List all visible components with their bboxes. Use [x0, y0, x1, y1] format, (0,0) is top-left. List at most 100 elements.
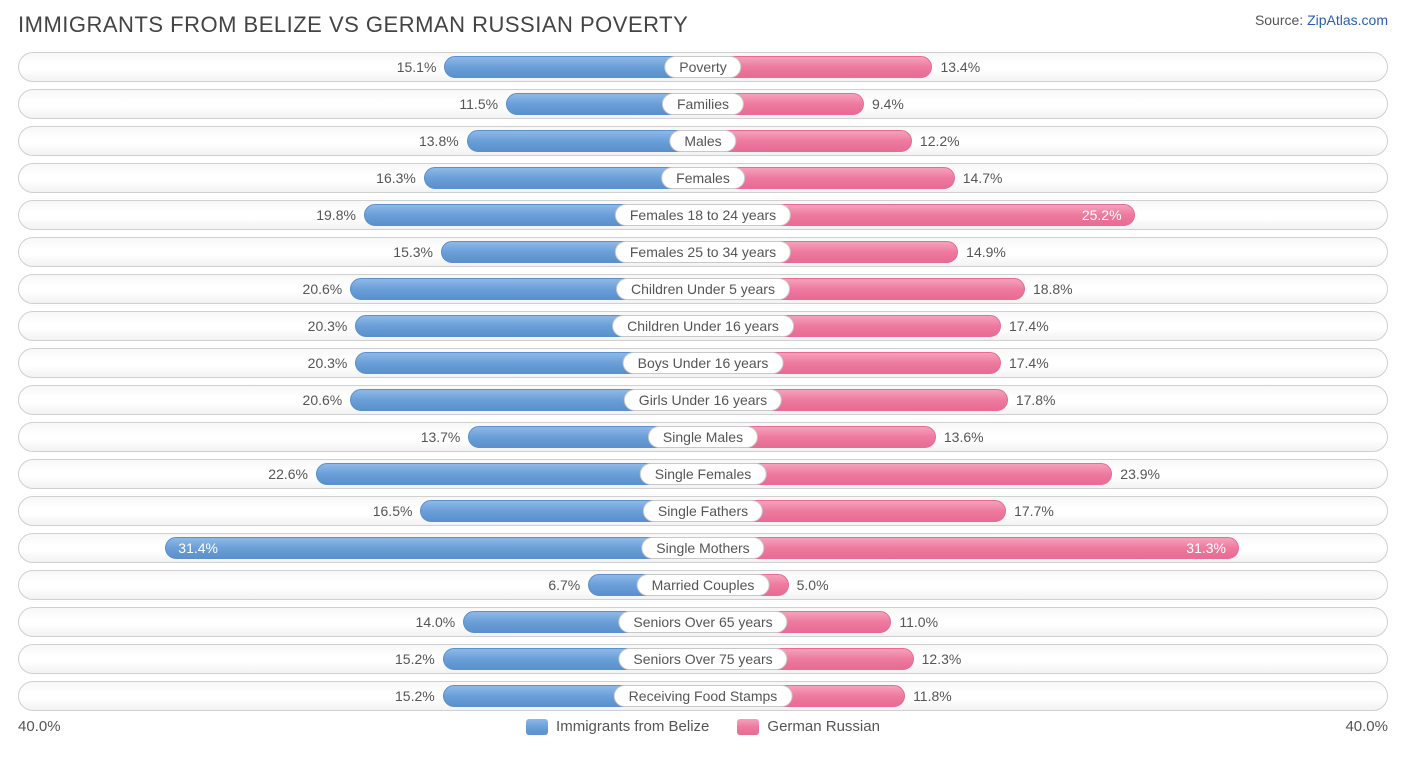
chart-row: 15.3% 14.9% Females 25 to 34 years	[18, 237, 1388, 267]
category-label: Males	[669, 130, 736, 152]
row-half-right: 12.2%	[703, 126, 1388, 156]
legend-swatch-left	[526, 719, 548, 735]
row-half-right: 11.0%	[703, 607, 1388, 637]
chart-row: 20.6%17.8%Girls Under 16 years	[18, 385, 1388, 415]
chart-title: IMMIGRANTS FROM BELIZE VS GERMAN RUSSIAN…	[18, 12, 688, 38]
row-half-left: 19.8%	[18, 200, 703, 230]
value-label-left: 6.7%	[540, 577, 588, 593]
value-label-left: 31.4%	[166, 540, 226, 556]
row-half-left: 14.0%	[18, 607, 703, 637]
row-half-left: 15.2%	[18, 681, 703, 711]
row-half-right: 17.4%	[703, 348, 1388, 378]
chart-row: 6.7% 5.0% Married Couples	[18, 570, 1388, 600]
value-label-left: 20.6%	[295, 392, 351, 408]
category-label: Seniors Over 75 years	[618, 648, 787, 670]
value-label-left: 14.0%	[408, 614, 464, 630]
chart-row: 31.4% 31.3% Single Mothers	[18, 533, 1388, 563]
row-half-left: 13.7%	[18, 422, 703, 452]
chart-row: 19.8% 25.2% Females 18 to 24 years	[18, 200, 1388, 230]
value-label-right: 23.9%	[1112, 466, 1168, 482]
chart-row: 13.7%13.6%Single Males	[18, 422, 1388, 452]
category-label: Females 18 to 24 years	[615, 204, 791, 226]
value-label-left: 15.2%	[387, 651, 443, 667]
value-label-left: 16.5%	[365, 503, 421, 519]
row-half-left: 20.3%	[18, 311, 703, 341]
category-label: Families	[662, 93, 744, 115]
chart-footer: 40.0% Immigrants from Belize German Russ…	[18, 718, 1388, 735]
chart-row: 22.6% 23.9% Single Females	[18, 459, 1388, 489]
row-half-right: 14.9%	[703, 237, 1388, 267]
value-label-left: 11.5%	[451, 96, 506, 112]
category-label: Single Mothers	[641, 537, 764, 559]
value-label-right: 18.8%	[1025, 281, 1081, 297]
row-half-right: 17.8%	[703, 385, 1388, 415]
chart-row: 14.0% 11.0% Seniors Over 65 years	[18, 607, 1388, 637]
legend-swatch-right	[737, 719, 759, 735]
value-label-left: 16.3%	[368, 170, 424, 186]
chart-row: 11.5% 9.4% Families	[18, 89, 1388, 119]
row-half-left: 20.6%	[18, 385, 703, 415]
row-half-left: 15.2%	[18, 644, 703, 674]
legend-label-right: German Russian	[767, 718, 880, 735]
value-label-left: 13.8%	[411, 133, 467, 149]
row-half-left: 6.7%	[18, 570, 703, 600]
bar-right: 31.3%	[703, 537, 1239, 559]
value-label-right: 11.8%	[905, 688, 960, 704]
row-half-right: 17.4%	[703, 311, 1388, 341]
value-label-right: 13.4%	[932, 59, 988, 75]
row-half-right: 25.2%	[703, 200, 1388, 230]
category-label: Single Males	[648, 426, 758, 448]
row-half-left: 16.5%	[18, 496, 703, 526]
category-label: Children Under 16 years	[612, 315, 794, 337]
value-label-right: 17.4%	[1001, 355, 1057, 371]
value-label-left: 15.2%	[387, 688, 443, 704]
axis-max-right: 40.0%	[1345, 718, 1388, 735]
row-half-right: 17.7%	[703, 496, 1388, 526]
chart-row: 15.2% 12.3% Seniors Over 75 years	[18, 644, 1388, 674]
value-label-right: 25.2%	[1074, 207, 1134, 223]
value-label-right: 12.3%	[914, 651, 970, 667]
value-label-left: 20.3%	[300, 355, 356, 371]
category-label: Married Couples	[637, 574, 770, 596]
value-label-left: 13.7%	[413, 429, 469, 445]
row-half-left: 15.1%	[18, 52, 703, 82]
value-label-right: 31.3%	[1178, 540, 1238, 556]
chart-legend: Immigrants from Belize German Russian	[526, 718, 880, 735]
chart-row: 16.5%17.7%Single Fathers	[18, 496, 1388, 526]
row-half-left: 15.3%	[18, 237, 703, 267]
row-half-right: 12.3%	[703, 644, 1388, 674]
value-label-right: 17.8%	[1008, 392, 1064, 408]
value-label-left: 20.6%	[295, 281, 351, 297]
chart-row: 15.1% 13.4% Poverty	[18, 52, 1388, 82]
category-label: Females 25 to 34 years	[615, 241, 791, 263]
value-label-right: 17.4%	[1001, 318, 1057, 334]
chart-row: 20.3% 17.4% Children Under 16 years	[18, 311, 1388, 341]
value-label-right: 14.9%	[958, 244, 1014, 260]
category-label: Females	[661, 167, 745, 189]
value-label-left: 19.8%	[308, 207, 364, 223]
row-half-right: 5.0%	[703, 570, 1388, 600]
source-link[interactable]: ZipAtlas.com	[1307, 12, 1388, 28]
legend-item-right: German Russian	[737, 718, 880, 735]
value-label-left: 22.6%	[260, 466, 316, 482]
chart-row: 15.2%11.8%Receiving Food Stamps	[18, 681, 1388, 711]
chart-source: Source: ZipAtlas.com	[1255, 12, 1388, 28]
value-label-right: 9.4%	[864, 96, 912, 112]
value-label-right: 17.7%	[1006, 503, 1062, 519]
source-label: Source:	[1255, 12, 1303, 28]
row-half-right: 13.4%	[703, 52, 1388, 82]
row-half-left: 22.6%	[18, 459, 703, 489]
value-label-right: 12.2%	[912, 133, 968, 149]
row-half-left: 16.3%	[18, 163, 703, 193]
category-label: Single Females	[640, 463, 767, 485]
value-label-right: 11.0%	[891, 614, 946, 630]
value-label-right: 5.0%	[789, 577, 837, 593]
category-label: Seniors Over 65 years	[618, 611, 787, 633]
row-half-right: 23.9%	[703, 459, 1388, 489]
bar-left	[467, 130, 703, 152]
axis-max-left: 40.0%	[18, 718, 61, 735]
bar-left: 31.4%	[165, 537, 703, 559]
legend-label-left: Immigrants from Belize	[556, 718, 709, 735]
category-label: Poverty	[664, 56, 741, 78]
chart-row: 20.3%17.4%Boys Under 16 years	[18, 348, 1388, 378]
